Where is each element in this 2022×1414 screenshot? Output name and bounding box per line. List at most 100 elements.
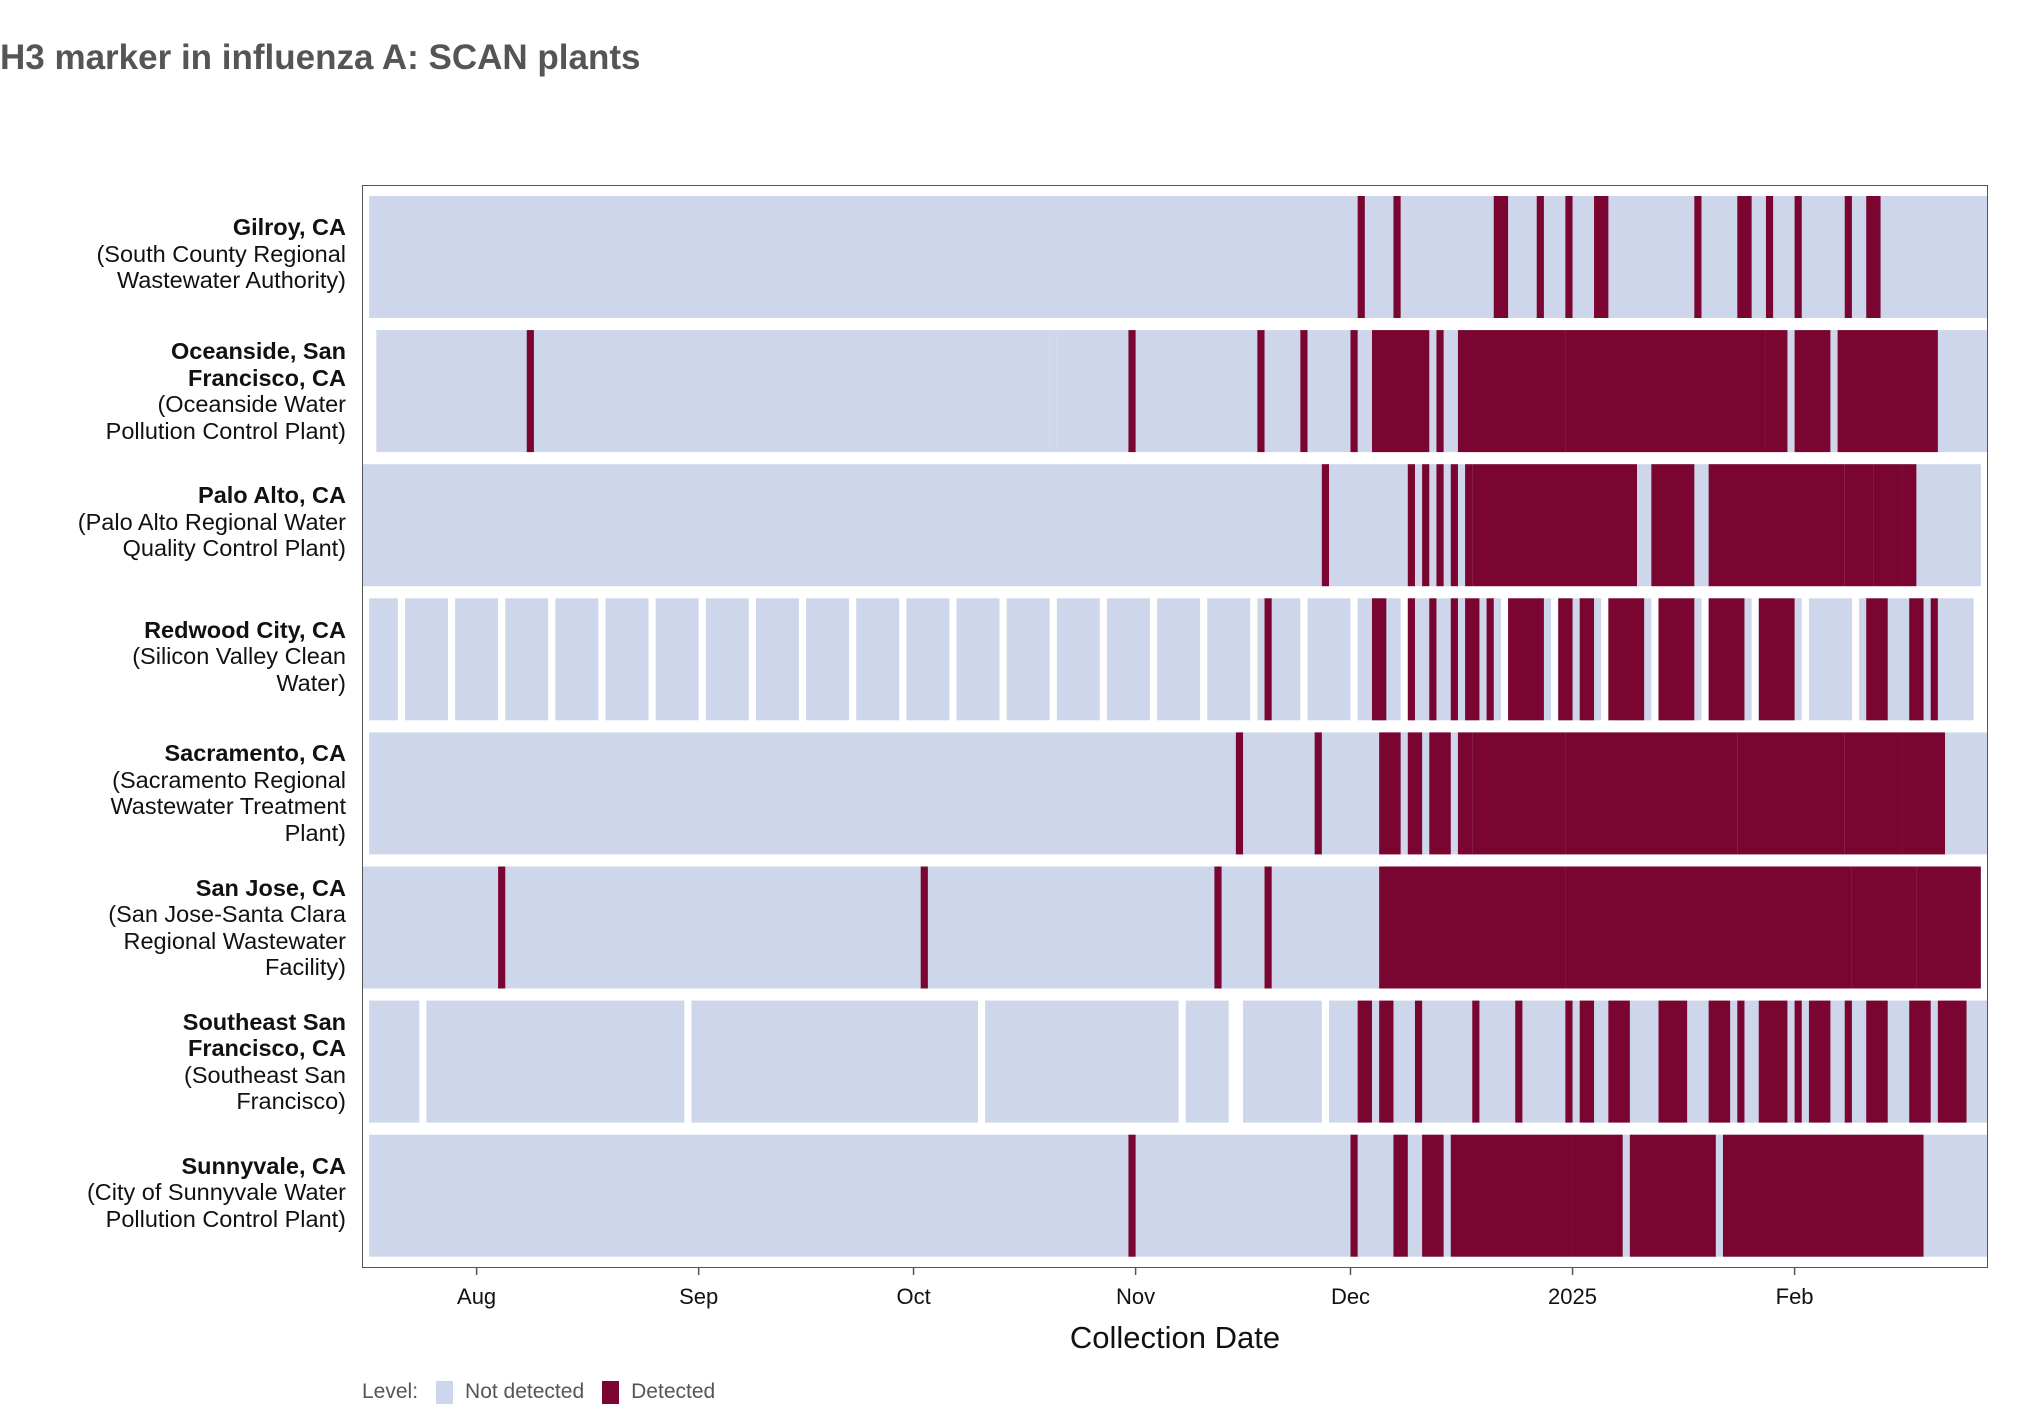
detected-segment [1758,598,1795,721]
not-detected-segment [1006,598,1050,721]
not-detected-segment [1808,598,1852,721]
detected-segment [1808,1000,1831,1123]
heatmap-row-6 [362,866,1981,989]
detected-segment [1357,196,1365,318]
row-label-facility: (Silicon Valley Clean [132,643,346,670]
row-label-facility: Water) [276,669,346,696]
not-detected-segment [1243,1000,1322,1123]
detected-segment [1429,732,1451,855]
not-detected-segment [1257,598,1301,721]
detected-segment [1515,1000,1523,1123]
detected-segment [1472,1000,1480,1123]
detected-segment [1257,330,1265,453]
detected-segment [1708,598,1745,721]
detected-segment [1579,598,1595,721]
detected-segment [1407,732,1423,855]
detected-segment [1608,1000,1630,1123]
detected-segment [526,330,534,453]
detected-segment [1486,598,1494,721]
detected-segment [1837,330,1938,453]
detected-segment [1214,866,1222,989]
row-label-location: San Jose, CA [195,874,346,901]
detected-segment [1930,598,1938,721]
detected-segment [1457,330,1566,453]
detected-segment [1558,598,1573,721]
not-detected-segment [806,598,850,721]
detected-segment [1737,732,1845,855]
heatmap-row-4 [369,598,1974,721]
row-label-facility: Regional Wastewater [123,927,346,954]
detected-segment [1536,196,1544,318]
not-detected-segment [369,1134,1988,1257]
detected-segment [1572,1134,1623,1257]
not-detected-segment [512,866,1029,989]
detected-segment [1916,866,1981,989]
legend-label-detected: Detected [631,1380,716,1403]
row-label-facility: (City of Sunnyvale Water [86,1179,346,1206]
detected-segment [1594,196,1609,318]
detected-segment [1902,732,1946,855]
detected-segment [1565,866,1852,989]
detected-segment [1794,1000,1802,1123]
detected-segment [1379,1000,1394,1123]
row-label-location: Oceanside, San [170,338,346,365]
row-label-facility: (Palo Alto Regional Water [77,508,346,535]
not-detected-segment [906,598,950,721]
x-axis-tick-label: Nov [1116,1284,1156,1309]
detected-segment [1844,464,1874,587]
not-detected-segment [985,1000,1179,1123]
row-label: Redwood City, CA (Silicon Valley Clean Wat… [132,617,346,697]
not-detected-segment [1056,598,1100,721]
not-detected-segment [526,330,1050,453]
detected-segment [1508,598,1544,721]
detected-segment [1379,732,1401,855]
detected-segment [1565,196,1573,318]
detected-segment [1450,464,1458,587]
detected-segment [1866,598,1888,721]
detected-segment [1407,464,1415,587]
detected-segment [1851,866,1917,989]
detected-segment [1357,1000,1372,1123]
not-detected-segment [1106,598,1150,721]
heatmap-row-7 [369,1000,1988,1123]
row-label: Sacramento, CA (Sacramento Regional Wastew… [110,740,346,846]
row-label-location: Sunnyvale, CA [181,1152,346,1179]
x-axis-tick-label: 2025 [1548,1284,1597,1309]
detected-segment [1579,1000,1595,1123]
row-label-facility: Plant) [284,819,346,846]
detected-segment [1844,732,1903,855]
detected-segment [1465,464,1473,587]
detected-segment [1708,1000,1731,1123]
row-label-facility: Facility) [265,954,346,980]
row-label-facility: Wastewater Treatment [110,793,346,820]
not-detected-segment [691,1000,979,1123]
row-label: San Jose, CA (San Jose-Santa Clara Regiona… [108,875,346,981]
detected-segment [1422,464,1430,587]
legend-title: Level: [362,1380,419,1403]
legend-swatch-detected [602,1380,620,1404]
detected-segment [1902,464,1917,587]
chart-title: H3 marker in influenza A: SCAN plants [0,38,641,77]
detected-segment [1128,1134,1136,1257]
detected-segment [1565,732,1738,855]
row-label-facility: Wastewater Authority) [117,267,346,294]
legend: Level: Not detected Detected [362,1380,715,1404]
not-detected-segment [369,1000,420,1123]
x-axis-label: Collection Date [1069,1320,1281,1355]
detected-segment [1844,1000,1852,1123]
not-detected-segment [369,196,1988,318]
detected-segment [1608,598,1645,721]
detected-segment [1909,1000,1931,1123]
detected-segment [1629,1134,1716,1257]
not-detected-segment [369,598,398,721]
row-label-location: Francisco, CA [187,1035,346,1062]
detected-segment [1457,732,1473,855]
detected-segment [1565,330,1766,453]
detected-segment [1264,598,1272,721]
detected-segment [1658,1000,1688,1123]
not-detected-segment [1049,330,1057,453]
row-label-location: Sacramento, CA [164,740,346,767]
detected-segment [1371,330,1430,453]
row-label-facility: Quality Control Plant) [122,535,346,562]
x-axis-tick-label: Sep [679,1284,719,1309]
